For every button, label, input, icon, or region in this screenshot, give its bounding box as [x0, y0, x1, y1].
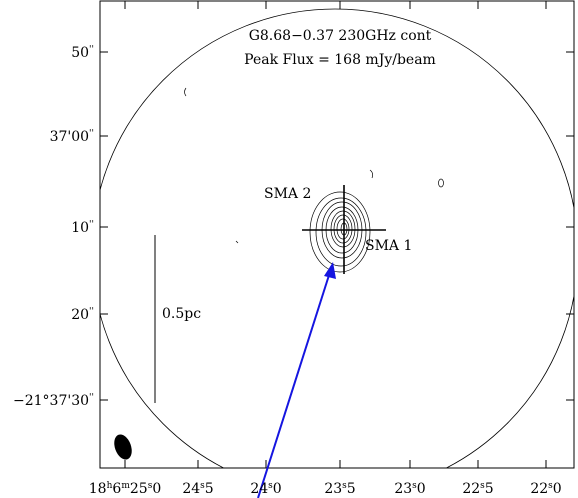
tick-label: 22s5 — [462, 481, 493, 497]
tick-label-part: '' — [89, 220, 94, 230]
tick-label-part: 0 — [553, 481, 562, 497]
tick-label-part: 50 — [71, 45, 89, 61]
tick-label: 37'00'' — [50, 129, 94, 145]
beam — [111, 432, 135, 462]
tick-label: 23s5 — [324, 481, 355, 497]
tick-label: 24s0 — [250, 481, 281, 497]
subtitle: Peak Flux = 168 mJy/beam — [244, 52, 436, 68]
tick-label-part: '' — [89, 129, 94, 139]
tick-label: 22s0 — [530, 481, 561, 497]
tick-label-part: '' — [89, 307, 94, 317]
tick-label: 18h6m25s0 — [89, 481, 161, 497]
tick-label-part: 22 — [462, 481, 480, 497]
tick-label-part: 0 — [273, 481, 282, 497]
tick-label-part: 37'00 — [50, 129, 89, 145]
tick-label: 10'' — [71, 220, 94, 236]
source-label: SMA 1 — [365, 238, 412, 254]
tick-label-part: 5 — [205, 481, 214, 497]
source-label: SMA 2 — [264, 186, 311, 202]
tick-label-part: 0 — [417, 481, 426, 497]
tick-label: 20'' — [71, 307, 94, 323]
tick-label-part: 23 — [394, 481, 412, 497]
figure: G8.68−0.37 230GHz cont Peak Flux = 168 m… — [0, 0, 578, 498]
tick-label-part: 23 — [324, 481, 342, 497]
tick-label-part: 5 — [347, 481, 356, 497]
tick-label: 23s0 — [394, 481, 425, 497]
tick-label-part: 24 — [182, 481, 200, 497]
tick-label-part: −21°37'30 — [13, 393, 89, 409]
plot-frame — [100, 1, 574, 468]
tick-label-part: 5 — [485, 481, 494, 497]
tick-label-part: 25 — [130, 481, 148, 497]
map — [92, 9, 578, 495]
title: G8.68−0.37 230GHz cont — [249, 28, 432, 44]
scale-label: 0.5pc — [162, 306, 201, 322]
tick-label: 24s5 — [182, 481, 213, 497]
tick-label-part: 0 — [152, 481, 161, 497]
tick-label-part: 6 — [112, 481, 121, 497]
tick-label: 50'' — [71, 45, 94, 61]
tick-label-part: '' — [89, 393, 94, 403]
tick-label-part: 18 — [89, 481, 107, 497]
tick-label-part: '' — [89, 45, 94, 55]
tick-label-part: 24 — [250, 481, 268, 497]
tick-label-part: 10 — [71, 220, 89, 236]
tick-label-part: 22 — [530, 481, 548, 497]
primary-beam — [92, 9, 578, 495]
tick-label: −21°37'30'' — [13, 393, 94, 409]
arrow — [258, 272, 330, 498]
tick-label-part: 20 — [71, 307, 89, 323]
